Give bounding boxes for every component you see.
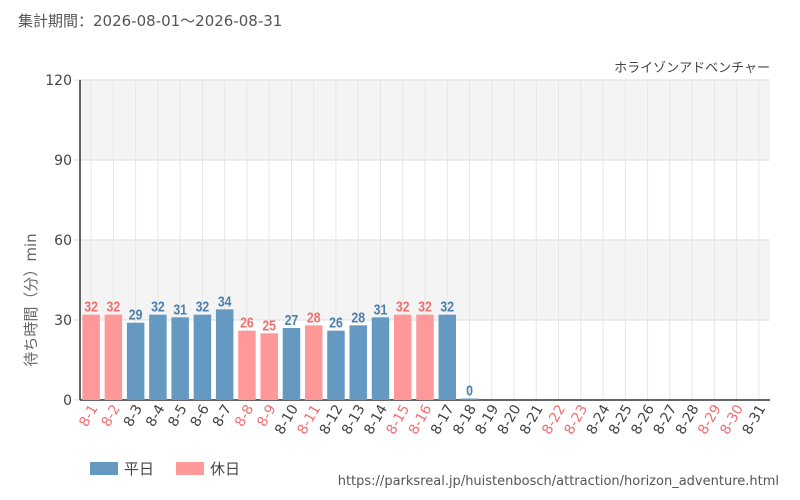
value-label-8-3: 29 [129,307,143,323]
legend: 平日 休日 [90,458,240,479]
x-tick-label-8-6: 8-6 [188,402,213,430]
value-label-8-10: 27 [285,312,299,328]
legend-label-weekday: 平日 [124,460,155,478]
bar-8-2 [104,314,123,400]
y-tick-label: 30 [54,313,72,329]
bar-8-4 [149,314,167,400]
x-tick-label-8-5: 8-5 [165,402,190,430]
bar-8-8 [238,330,256,400]
chart-title: ホライゾンアドベンチャー [614,61,770,76]
x-tick-label-8-3: 8-3 [121,402,146,430]
period-label: 集計期間：2026-08-01～2026-08-31 [18,12,283,30]
value-label-8-12: 26 [329,315,343,331]
x-tick-label-8-31: 8-31 [740,402,770,438]
bar-8-7 [215,309,234,400]
legend-item-holiday: 休日 [176,458,240,479]
bar-8-16 [416,314,434,400]
bar-8-9 [260,333,278,400]
y-tick-label: 90 [54,153,72,169]
value-label-8-14: 31 [374,301,388,317]
bar-8-13 [349,325,367,400]
value-label-8-4: 32 [151,299,165,315]
value-label-8-6: 32 [196,299,210,315]
value-label-8-11: 28 [307,309,321,325]
bar-8-10 [282,328,301,400]
bar-8-12 [327,330,345,400]
x-tick-label-8-4: 8-4 [143,402,168,430]
x-tick-label-8-1: 8-1 [76,402,101,430]
value-label-8-2: 32 [107,299,121,315]
value-label-8-18: 0 [466,382,473,398]
value-label-8-15: 32 [396,299,410,315]
bar-8-6 [193,314,212,400]
bar-8-11 [304,325,323,400]
legend-item-weekday: 平日 [90,458,154,479]
bar-8-15 [393,314,412,400]
value-label-8-1: 32 [84,299,98,315]
source-url[interactable]: https://parksreal.jp/huistenbosch/attrac… [337,474,779,489]
value-label-8-13: 28 [351,309,365,325]
bar-8-17 [438,314,457,400]
y-tick-label: 120 [45,73,72,89]
value-label-8-16: 32 [418,299,432,315]
value-label-8-8: 26 [240,315,254,331]
y-tick-label: 0 [63,393,72,409]
x-tick-label-8-7: 8-7 [210,402,235,430]
bar-8-3 [126,322,145,400]
legend-label-holiday: 休日 [210,460,241,478]
value-label-8-17: 32 [440,299,454,315]
x-tick-label-8-2: 8-2 [99,402,124,430]
value-label-8-7: 34 [218,293,232,309]
bar-8-14 [371,317,390,400]
bar-8-18 [460,398,479,400]
y-tick-label: 60 [54,233,72,249]
bar-8-1 [82,314,100,400]
y-axis-title: 待ち時間（分）min [22,233,40,366]
x-tick-label-8-8: 8-8 [232,402,257,430]
legend-swatch-weekday [90,462,118,475]
legend-swatch-holiday [176,462,205,475]
value-label-8-9: 25 [262,317,276,333]
value-label-8-5: 31 [173,301,187,317]
bar-8-5 [171,317,189,400]
